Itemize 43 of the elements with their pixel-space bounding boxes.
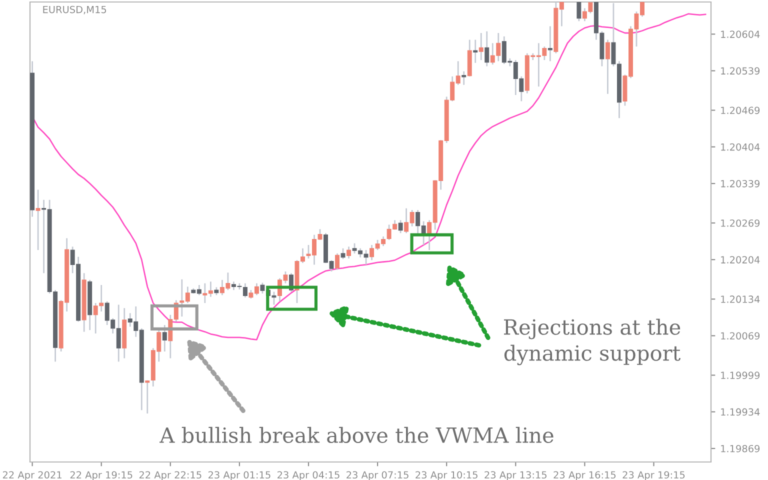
line-series	[32, 13, 706, 340]
annotation: A bullish break above the VWMA line	[160, 426, 554, 444]
y-tick-label: 1.20539	[721, 67, 760, 75]
candlestick	[340, 248, 346, 260]
y-tick-label: 1.20339	[721, 180, 760, 188]
x-tick-label: 23 Apr 19:15	[622, 471, 685, 480]
x-tick-label: 23 Apr 13:15	[484, 471, 546, 480]
candlestick	[346, 246, 352, 260]
y-tick-label: 1.20134	[721, 296, 760, 303]
y-tick-label: 1.20604	[721, 30, 760, 38]
x-tick-label: 23 Apr 04:15	[278, 471, 340, 480]
x-tick-label: 23 Apr 01:15	[208, 471, 270, 480]
candlestick	[478, 32, 484, 61]
y-tick-label: 1.19869	[721, 444, 760, 452]
candlestick	[335, 252, 340, 270]
candlestick	[576, 2, 582, 22]
y-tick-label: 1.20469	[721, 106, 760, 114]
x-tick-label: 22 Apr 2021	[2, 471, 62, 480]
x-tick-label: 23 Apr 16:15	[554, 471, 616, 480]
candlestick	[242, 282, 248, 298]
candlestick	[272, 291, 276, 306]
candlestick	[605, 39, 610, 95]
candlestick	[473, 39, 478, 64]
x-tick-label: 23 Apr 10:15	[416, 471, 478, 480]
x-tick-label: 23 Apr 07:15	[346, 471, 408, 480]
x-tick-label: 22 Apr 22:15	[139, 471, 202, 480]
candlestick	[260, 282, 265, 294]
y-tick-label: 1.20269	[721, 219, 760, 227]
candlestick	[548, 26, 552, 62]
candlestick	[484, 30, 490, 67]
candlestick	[462, 70, 466, 86]
y-tick-label: 1.19934	[721, 408, 760, 416]
y-tick-label: 1.19999	[721, 372, 760, 380]
candlestick	[145, 380, 150, 414]
chart-title: EURUSD,M15	[43, 6, 106, 14]
y-tick-label: 1.20204	[721, 256, 760, 264]
candlestick	[162, 324, 167, 352]
x-tick-label: 22 Apr 19:15	[70, 471, 132, 480]
candlestick	[36, 189, 40, 251]
y-tick-label: 1.20069	[721, 332, 760, 340]
y-tick-label: 1.20404	[721, 143, 760, 151]
annotation: Rejections at the dynamic support	[504, 318, 680, 366]
candlestick	[398, 219, 403, 234]
